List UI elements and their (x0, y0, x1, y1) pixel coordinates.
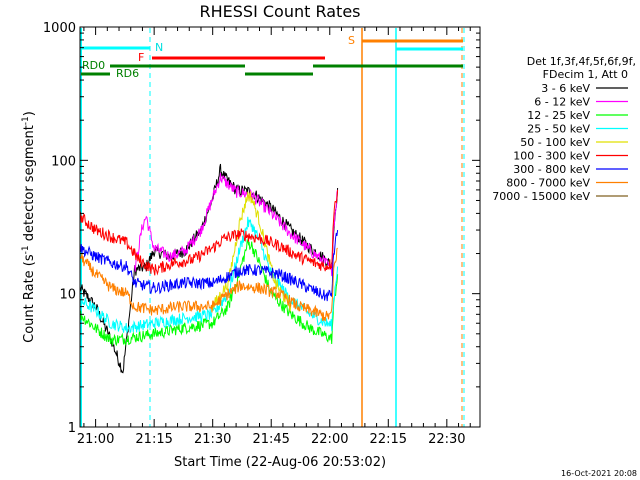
annotation-f: F (138, 51, 144, 64)
y-axis-label-part-2: detector segment (22, 125, 37, 245)
chart-title: RHESSI Count Rates (200, 2, 361, 21)
plot-frame (79, 26, 481, 428)
y-axis-label-sup-1: -1 (21, 245, 31, 254)
x-tick-label-4: 22:00 (311, 432, 348, 447)
axes: 21:00 21:15 21:30 21:45 22:00 22:15 22:30 1 10 10… (43, 21, 480, 447)
y-tick-label-1: 10 (59, 288, 76, 303)
annotation-rd0: RD0 (82, 59, 105, 72)
x-axis-label: Start Time (22-Aug-06 20:53:02) (174, 455, 386, 470)
series-layer (79, 163, 339, 374)
legend-label-2: 12 - 25 keV (527, 109, 590, 122)
series-line-2 (79, 238, 339, 347)
y-axis-label: Count Rate (s-1 detector segment-1) (21, 111, 37, 343)
y-axis-label-sup-2: -1 (21, 116, 31, 125)
annotation-rd6: RD6 (116, 67, 139, 80)
y-tick-label-3: 1000 (43, 21, 76, 36)
legend-label-0: 3 - 6 keV (541, 82, 590, 95)
x-tick-label-5: 22:15 (370, 432, 407, 447)
annotation-s: S (348, 34, 355, 47)
footer-timestamp: 16-Oct-2021 20:08 (561, 469, 637, 478)
y-tick-label-0: 1 (68, 421, 76, 436)
series-line-6 (79, 230, 339, 302)
legend-label-5: 100 - 300 keV (513, 150, 590, 163)
y-axis-label-part-3: ) (22, 111, 37, 116)
legend-label-8: 7000 - 15000 keV (492, 190, 590, 203)
legend-label-6: 300 - 800 keV (513, 163, 590, 176)
legend-header-1: Det 1f,3f,4f,5f,6f,9f, (527, 55, 636, 68)
x-tick-label-2: 21:30 (194, 432, 231, 447)
series-line-4 (212, 190, 292, 312)
annotation-n: N (155, 41, 163, 54)
x-tick-label-0: 21:00 (77, 432, 114, 447)
x-tick-label-3: 21:45 (252, 432, 289, 447)
legend-label-3: 25 - 50 keV (527, 123, 590, 136)
legend-header-2: FDecim 1, Att 0 (543, 68, 628, 81)
y-tick-label-2: 100 (51, 154, 76, 169)
series-line-5 (79, 189, 339, 276)
legend-label-4: 50 - 100 keV (520, 136, 590, 149)
y-axis-label-part-1: Count Rate (s (22, 254, 37, 343)
legend: Det 1f,3f,4f,5f,6f,9f, FDecim 1, Att 0 3… (492, 55, 636, 203)
legend-label-1: 6 - 12 keV (534, 96, 590, 109)
x-tick-label-6: 22:30 (428, 432, 465, 447)
x-tick-label-1: 21:15 (135, 432, 172, 447)
legend-label-7: 800 - 7000 keV (506, 177, 590, 190)
series-line-1 (134, 172, 339, 277)
series-line-7 (79, 247, 338, 322)
